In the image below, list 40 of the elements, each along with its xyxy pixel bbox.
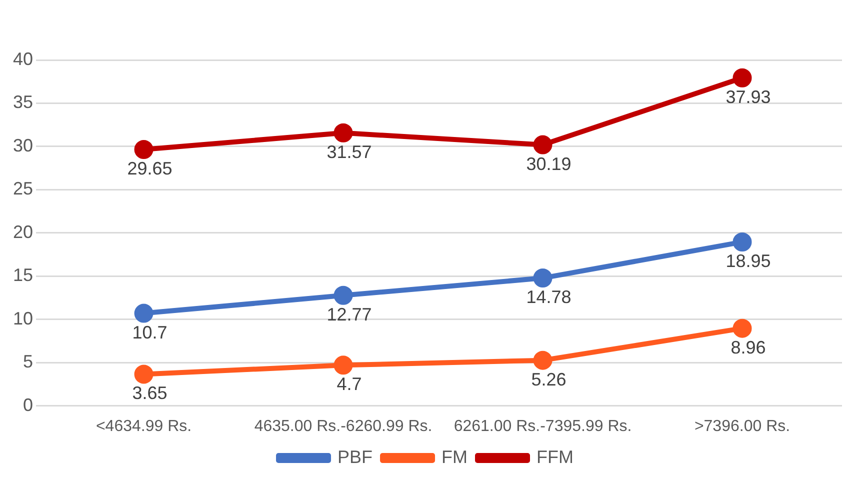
data-label: 5.26 (531, 369, 566, 390)
x-tick-label: >7396.00 Rs. (694, 418, 790, 435)
x-tick-label: 4635.00 Rs.-6260.99 Rs. (254, 418, 432, 435)
data-label: 30.19 (526, 154, 572, 174)
data-label: 12.77 (326, 304, 372, 324)
legend-label: PBF (338, 446, 373, 467)
data-label: 31.57 (326, 142, 372, 162)
point (334, 286, 353, 305)
y-tick-label: 20 (12, 222, 34, 242)
point (134, 140, 154, 159)
data-label: 3.65 (132, 383, 168, 404)
point (334, 356, 353, 375)
data-label: 4.7 (336, 374, 362, 394)
point (732, 68, 752, 88)
y-tick-label: 40 (12, 48, 34, 69)
data-label: 10.7 (132, 322, 168, 342)
data-label: 14.78 (526, 286, 572, 307)
point (533, 268, 552, 288)
data-label: 37.93 (726, 86, 771, 107)
point (134, 364, 154, 384)
y-tick-label: 10 (12, 308, 34, 328)
y-tick-label: 5 (23, 352, 34, 372)
y-tick-label: 25 (12, 178, 34, 199)
y-tick-label: 30 (12, 135, 34, 156)
point (533, 135, 552, 154)
point (732, 318, 752, 338)
legend-label: FFM (536, 446, 574, 467)
x-tick-label: 6261.00 Rs.-7395.99 Rs. (454, 418, 632, 435)
y-tick-label: 15 (12, 265, 34, 286)
data-label: 18.95 (726, 250, 771, 271)
point (533, 350, 552, 370)
point (732, 232, 752, 252)
y-tick-label: 0 (23, 394, 34, 415)
data-label: 8.96 (730, 337, 766, 358)
y-tick-label: 35 (12, 92, 34, 112)
point (334, 123, 353, 142)
point (134, 304, 154, 323)
x-tick-label: <4634.99 Rs. (96, 418, 192, 435)
legend-label: FM (442, 446, 468, 467)
data-label: 29.65 (127, 158, 172, 178)
